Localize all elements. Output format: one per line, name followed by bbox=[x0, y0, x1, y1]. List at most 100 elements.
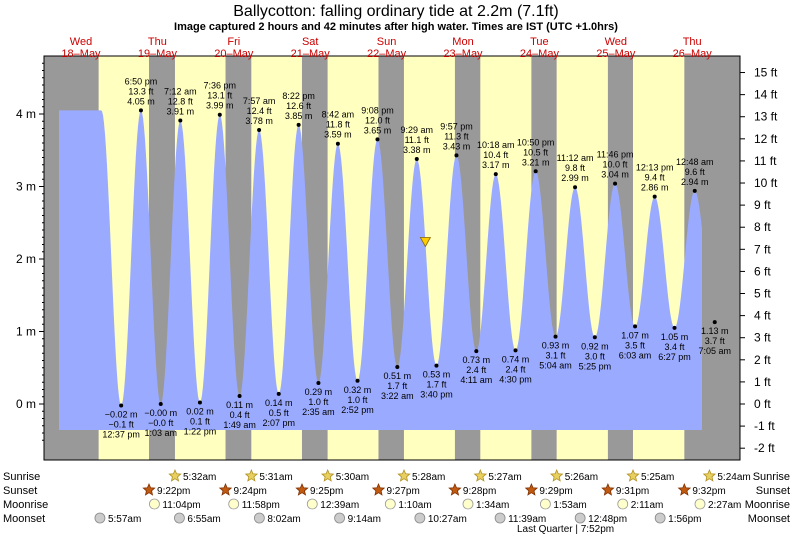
tide-point bbox=[296, 122, 301, 127]
tide-label-text: 2.94 m bbox=[681, 177, 709, 187]
tide-label-text: 12.6 ft bbox=[286, 101, 312, 111]
sunset-entry: 9:31pm bbox=[601, 482, 649, 497]
sunset-icon bbox=[142, 482, 156, 496]
sunset-time: 9:27pm bbox=[386, 486, 419, 497]
tide-label-text: 0.29 m bbox=[305, 387, 333, 397]
low-tide-label: 0.93 m3.1 ft5:04 am bbox=[539, 334, 572, 371]
tide-label-text: 1:22 pm bbox=[184, 427, 217, 437]
date-label: 23–May bbox=[443, 48, 483, 60]
moonrise-time: 2:11am bbox=[631, 500, 664, 511]
tide-label-text: 2.4 ft bbox=[506, 364, 527, 374]
y-tick-label-ft: 9 ft bbox=[754, 198, 771, 212]
tide-point bbox=[652, 194, 657, 199]
low-tide-label: 1.05 m3.4 ft6:27 pm bbox=[658, 325, 691, 362]
high-tide-label: 11:12 am9.8 ft2.99 m bbox=[557, 153, 593, 190]
moonset-row-label: Moonset bbox=[3, 513, 45, 525]
sunset-icon bbox=[601, 482, 615, 496]
sunset-time: 9:31pm bbox=[616, 486, 649, 497]
tide-label-text: 2:52 pm bbox=[341, 405, 374, 415]
tide-label-text: 0.73 m bbox=[463, 355, 491, 365]
tide-point bbox=[316, 380, 321, 385]
moonset-row-label-right: Moonset bbox=[748, 513, 790, 525]
sunrise-entry: 5:27am bbox=[473, 468, 522, 483]
y-tick-label-ft: 5 ft bbox=[754, 287, 771, 301]
tide-label-text: 1:49 am bbox=[223, 420, 256, 430]
tide-label-text: 0.5 ft bbox=[269, 408, 290, 418]
low-tide-label: 0.14 m0.5 ft2:07 pm bbox=[262, 391, 295, 428]
sunrise-time: 5:24am bbox=[717, 472, 750, 483]
low-tide-label: 0.32 m1.0 ft2:52 pm bbox=[341, 378, 374, 415]
tide-label-text: 4:30 pm bbox=[499, 374, 532, 384]
moonset-time: 9:14am bbox=[348, 514, 381, 525]
y-tick-label-ft: 14 ft bbox=[754, 88, 778, 102]
tide-point bbox=[533, 169, 538, 174]
tide-label-text: 7:12 am bbox=[164, 87, 197, 97]
tide-label-text: 9:57 pm bbox=[440, 121, 473, 131]
moonset-time: 11:39am bbox=[508, 514, 546, 525]
high-tide-label: 12:13 pm9.4 ft2.86 m bbox=[636, 163, 674, 199]
sunrise-entry: 5:32am bbox=[168, 468, 216, 483]
moonset-entry: 1:56pm bbox=[654, 512, 702, 525]
tide-label-text: 12.8 ft bbox=[168, 97, 194, 107]
moonrise-entry: 11:04pm bbox=[149, 498, 201, 511]
tide-label-text: 1.07 m bbox=[621, 330, 649, 340]
tide-label-text: 12:13 pm bbox=[636, 163, 674, 173]
y-tick-label-ft: 1 ft bbox=[754, 375, 771, 389]
low-tide-label: 0.73 m2.4 ft4:11 am bbox=[460, 349, 492, 385]
tide-point bbox=[553, 334, 558, 339]
tide-point bbox=[158, 402, 163, 406]
plot-frame bbox=[43, 55, 741, 461]
sunset-entry: 9:28pm bbox=[448, 482, 496, 497]
moonrise-icon bbox=[539, 498, 551, 510]
sunrise-icon bbox=[473, 468, 488, 482]
tide-label-text: 10:18 am bbox=[477, 140, 515, 150]
tide-label-text: −0.0 ft bbox=[148, 418, 174, 428]
moonrise-time: 1:10am bbox=[398, 500, 431, 511]
date-label: 19–May bbox=[138, 48, 178, 60]
date-label: 20–May bbox=[214, 48, 254, 60]
tide-point bbox=[474, 349, 479, 354]
sunset-entry: 9:32pm bbox=[677, 482, 726, 497]
tide-label-text: 12.4 ft bbox=[247, 106, 273, 116]
y-tick-label-ft: 0 ft bbox=[754, 397, 771, 411]
y-tick-label-m: 3 m bbox=[16, 180, 36, 194]
tide-label-text: −0.02 m bbox=[105, 409, 138, 419]
tide-point bbox=[454, 153, 459, 158]
tide-label-text: 0.93 m bbox=[542, 341, 570, 351]
moonrise-time: 1:34am bbox=[476, 500, 509, 511]
moonset-entry: 6:55am bbox=[174, 512, 221, 525]
tide-label-text: 3.91 m bbox=[167, 107, 195, 117]
moonset-time: 6:55am bbox=[187, 514, 220, 525]
moonset-icon bbox=[574, 512, 586, 524]
tide-point bbox=[434, 363, 439, 368]
tide-label-text: 3.7 ft bbox=[705, 336, 726, 346]
axes: Wed18–MayThu19–MayFri20–MaySat21–MaySun2… bbox=[16, 36, 778, 455]
sunrise-time: 5:30am bbox=[336, 472, 369, 483]
tide-label-text: 10.5 ft bbox=[523, 147, 549, 157]
moonset-icon bbox=[654, 512, 666, 524]
y-tick-label-ft: 12 ft bbox=[754, 132, 778, 146]
day-label: Mon bbox=[452, 36, 473, 48]
y-tick-label-ft: 11 ft bbox=[754, 154, 777, 168]
tide-point bbox=[197, 400, 202, 405]
tide-label-text: 1.05 m bbox=[661, 332, 689, 342]
tide-label-text: 7:36 pm bbox=[204, 81, 237, 91]
low-tide-label: −0.00 m−0.0 ft1:03 am bbox=[144, 402, 177, 438]
tide-label-text: 0.02 m bbox=[186, 407, 214, 417]
day-label: Sat bbox=[302, 36, 319, 48]
tide-point bbox=[257, 127, 262, 132]
tide-label-text: 9:08 pm bbox=[361, 105, 394, 115]
tide-curve bbox=[59, 110, 702, 430]
sunrise-time: 5:25am bbox=[641, 472, 674, 483]
tide-label-text: 13.3 ft bbox=[128, 86, 154, 96]
sunset-entry: 9:22pm bbox=[142, 482, 190, 497]
y-tick-label-ft: -1 ft bbox=[754, 419, 775, 433]
low-tide-label: 0.53 m1.7 ft3:40 pm bbox=[420, 363, 453, 400]
